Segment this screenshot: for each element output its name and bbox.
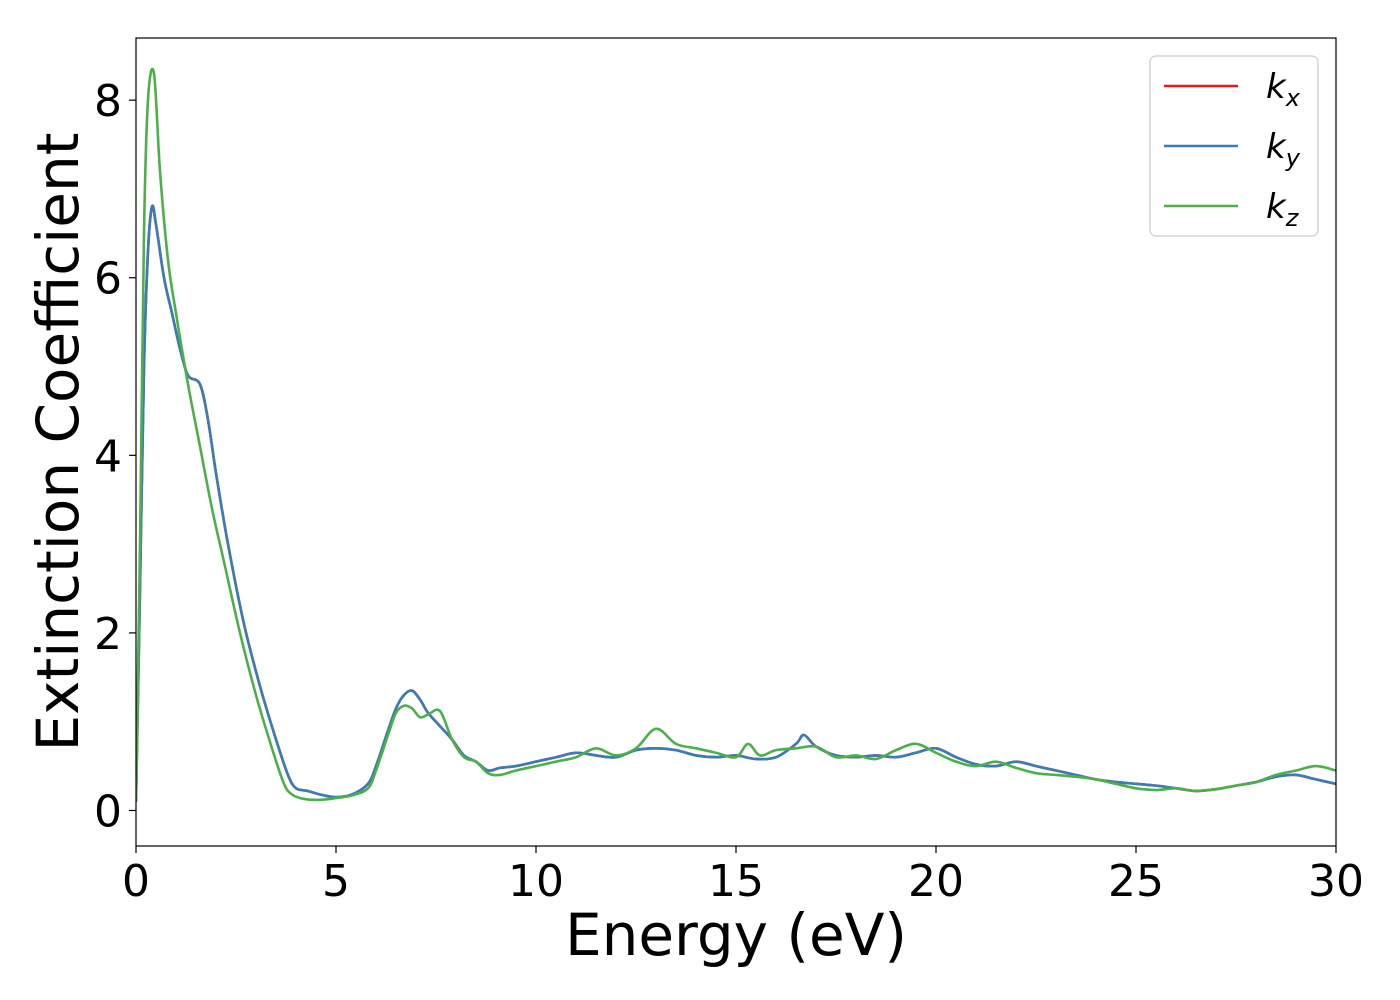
- y-tick-label: 0: [94, 786, 122, 837]
- series-line-kz: [136, 67, 1336, 802]
- x-tick-label: 15: [708, 856, 764, 907]
- legend: kx ky kz: [1149, 55, 1319, 237]
- x-tick-label: 30: [1308, 856, 1364, 907]
- y-tick-label: 2: [94, 609, 122, 660]
- legend-label-kz: kz: [1266, 187, 1300, 232]
- legend-label-kx: kx: [1266, 67, 1301, 112]
- x-tick-label: 0: [122, 856, 150, 907]
- x-tick-label: 25: [1108, 856, 1164, 907]
- series-line-ky: [136, 204, 1336, 802]
- y-tick-label: 8: [94, 76, 122, 127]
- series-layer: [136, 67, 1336, 802]
- y-tick-label: 4: [94, 431, 122, 482]
- x-axis-ticks: 0 5 10 15 20 25 30: [122, 846, 1364, 907]
- x-tick-label: 5: [322, 856, 350, 907]
- x-tick-label: 10: [508, 856, 564, 907]
- y-tick-label: 6: [94, 254, 122, 305]
- x-tick-label: 20: [908, 856, 964, 907]
- x-axis-label: Energy (eV): [565, 901, 907, 969]
- legend-label-ky: ky: [1266, 127, 1301, 172]
- y-axis-label: Extinction Coefficient: [24, 133, 92, 752]
- y-axis-ticks: 0 2 4 6 8: [94, 76, 136, 837]
